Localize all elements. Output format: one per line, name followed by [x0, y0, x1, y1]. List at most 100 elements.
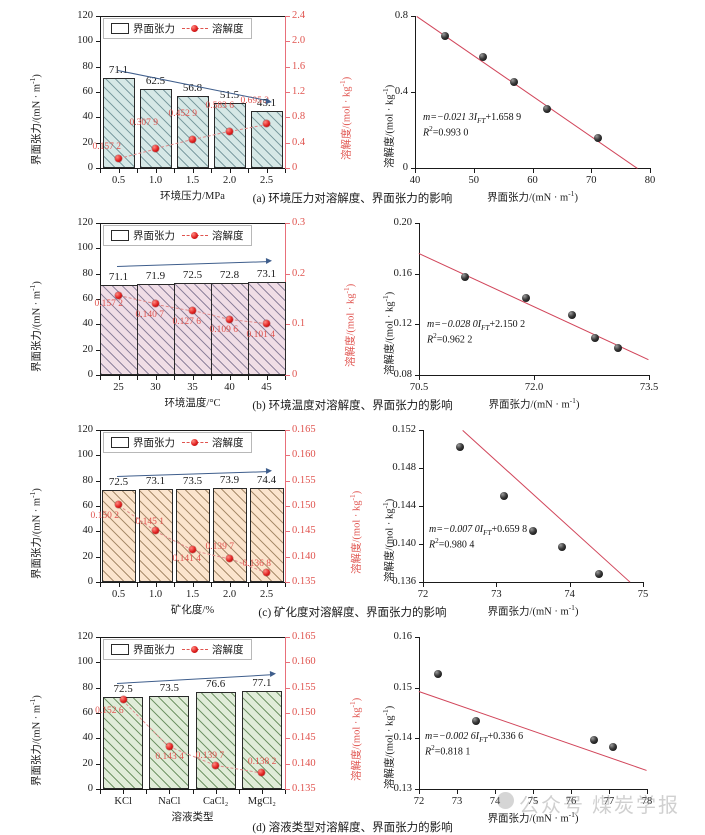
- x-tick: [192, 376, 194, 380]
- y-ticklabel-left: 100: [77, 242, 93, 254]
- x-tick-boundary: [192, 790, 194, 794]
- bar: [210, 282, 249, 375]
- data-point: [595, 570, 603, 579]
- y-tick: [419, 506, 423, 507]
- y-axis: [419, 223, 420, 376]
- figure-caption-a: (a) 环境压力对溶解度、界面张力的影响: [252, 193, 453, 205]
- x-tick: [496, 583, 498, 587]
- x-ticklabel: 2.5: [259, 175, 274, 186]
- x-ticklabel: 1.5: [185, 589, 200, 600]
- figure-caption-b: (b) 环境温度对溶解度、界面张力的影响: [252, 400, 453, 412]
- y-tick-left: [96, 92, 100, 93]
- x-tick-boundary: [285, 790, 286, 794]
- y-axis-title: 溶解度/(mol · kg-1): [381, 84, 396, 168]
- y-axis-title-left: 界面张力/(mN · m-1): [28, 488, 43, 579]
- x-axis-title: 界面张力/(mN · m-1): [487, 810, 579, 825]
- solubility-point-label: 0.145 1: [135, 516, 165, 527]
- legend-item-tension: 界面张力: [111, 642, 175, 657]
- solubility-point-label: 0.157 2: [92, 142, 122, 153]
- y-ticklabel: 0.12: [393, 318, 412, 330]
- data-point: [543, 105, 552, 114]
- y-tick-right: [286, 142, 290, 144]
- y-tick: [415, 324, 419, 326]
- data-point: [499, 491, 508, 500]
- solubility-point-label: 0.136 8: [242, 558, 272, 569]
- solubility-point-label: 0.307 9: [129, 118, 159, 129]
- y-ticklabel-right: 0.155: [292, 681, 316, 693]
- x-axis: [100, 375, 286, 376]
- y-ticklabel-left: 100: [77, 449, 93, 461]
- data-point: [593, 134, 602, 143]
- y-tick-left: [96, 506, 100, 507]
- y-tick-right: [286, 531, 290, 533]
- x-ticklabel: 75: [527, 796, 539, 807]
- y-tick: [419, 544, 423, 545]
- y-tick-left: [96, 763, 100, 765]
- y-tick-left: [96, 248, 100, 250]
- data-point: [608, 743, 617, 752]
- x-tick-boundary: [248, 376, 249, 380]
- legend-item-tension: 界面张力: [111, 21, 175, 36]
- bar-value-label: 72.5: [182, 269, 203, 282]
- bar: [138, 489, 173, 582]
- solubility-point-label: 0.140 7: [135, 309, 165, 320]
- y-ticklabel-right: 0.8: [292, 111, 306, 123]
- solubility-point: [226, 127, 233, 135]
- x-tick: [532, 169, 534, 173]
- legend-item-tension: 界面张力: [111, 435, 175, 450]
- solubility-point: [189, 306, 196, 314]
- x-axis: [419, 789, 648, 790]
- y-axis-title-left: 界面张力/(mN · m-1): [28, 695, 43, 786]
- bar-value-label: 45.1: [256, 96, 277, 109]
- y-ticklabel: 0.148: [392, 462, 416, 473]
- plot-top-border: [100, 430, 286, 431]
- y-tick-right: [286, 506, 290, 507]
- y-tick-left: [96, 66, 100, 68]
- x-tick: [155, 169, 157, 173]
- x-tick-boundary: [100, 376, 101, 380]
- x-ticklabel: 72: [417, 589, 429, 600]
- data-point: [434, 670, 442, 679]
- y-ticklabel: 0.152: [392, 424, 416, 435]
- y-ticklabel-left: 60: [82, 86, 94, 97]
- x-ticklabel: 0.5: [111, 175, 126, 186]
- x-tick-boundary: [285, 376, 286, 380]
- solubility-point-label: 0.143 4: [155, 752, 184, 763]
- y-tick-right: [286, 455, 290, 457]
- scatter-chart-a: 0 0.4 0.8 40 50 60 70 80 溶解度/(mol · kg-1) 界面张力/(m…: [355, 0, 705, 203]
- y-ticklabel: 0.144: [392, 500, 416, 511]
- y-tick-left: [96, 273, 100, 275]
- data-point: [440, 31, 449, 40]
- y-ticklabel-right: 2.0: [292, 35, 306, 47]
- x-tick-boundary: [146, 790, 148, 794]
- bar-value-label: 74.4: [256, 473, 277, 486]
- bar: [136, 283, 175, 375]
- y-axis-title: 溶解度/(mol · kg-1): [381, 291, 396, 375]
- x-tick: [571, 790, 572, 794]
- y-ticklabel-left: 80: [82, 474, 94, 486]
- solubility-point-label: 0.583 6: [205, 101, 235, 112]
- solubility-point-label: 0.139 7: [205, 542, 235, 553]
- data-point: [478, 53, 487, 62]
- x-tick: [215, 790, 217, 794]
- x-tick: [123, 790, 125, 794]
- x-tick: [266, 583, 268, 587]
- x-axis: [415, 168, 651, 169]
- y-ticklabel-left: 100: [77, 35, 93, 47]
- y-ticklabel: 0: [402, 162, 408, 173]
- y-ticklabel-left: 20: [82, 550, 94, 562]
- legend-swatch-tension: [111, 230, 129, 241]
- legend-item-solubility: 溶解度: [182, 642, 244, 657]
- y-ticklabel-left: 120: [77, 10, 93, 21]
- x-tick-boundary: [174, 376, 175, 380]
- y-ticklabel-right: 2.4: [292, 10, 306, 21]
- y-ticklabel-right: 0.135: [292, 783, 316, 794]
- data-point: [558, 542, 567, 551]
- x-ticklabel: 40: [409, 175, 421, 186]
- x-ticklabel: 74: [564, 589, 575, 600]
- solubility-point-label: 0.157 2: [94, 299, 124, 310]
- y-tick-left: [96, 168, 100, 169]
- y-ticklabel-right: 0.135: [292, 576, 316, 587]
- y-axis-left: [100, 637, 101, 790]
- x-tick-boundary: [137, 169, 138, 173]
